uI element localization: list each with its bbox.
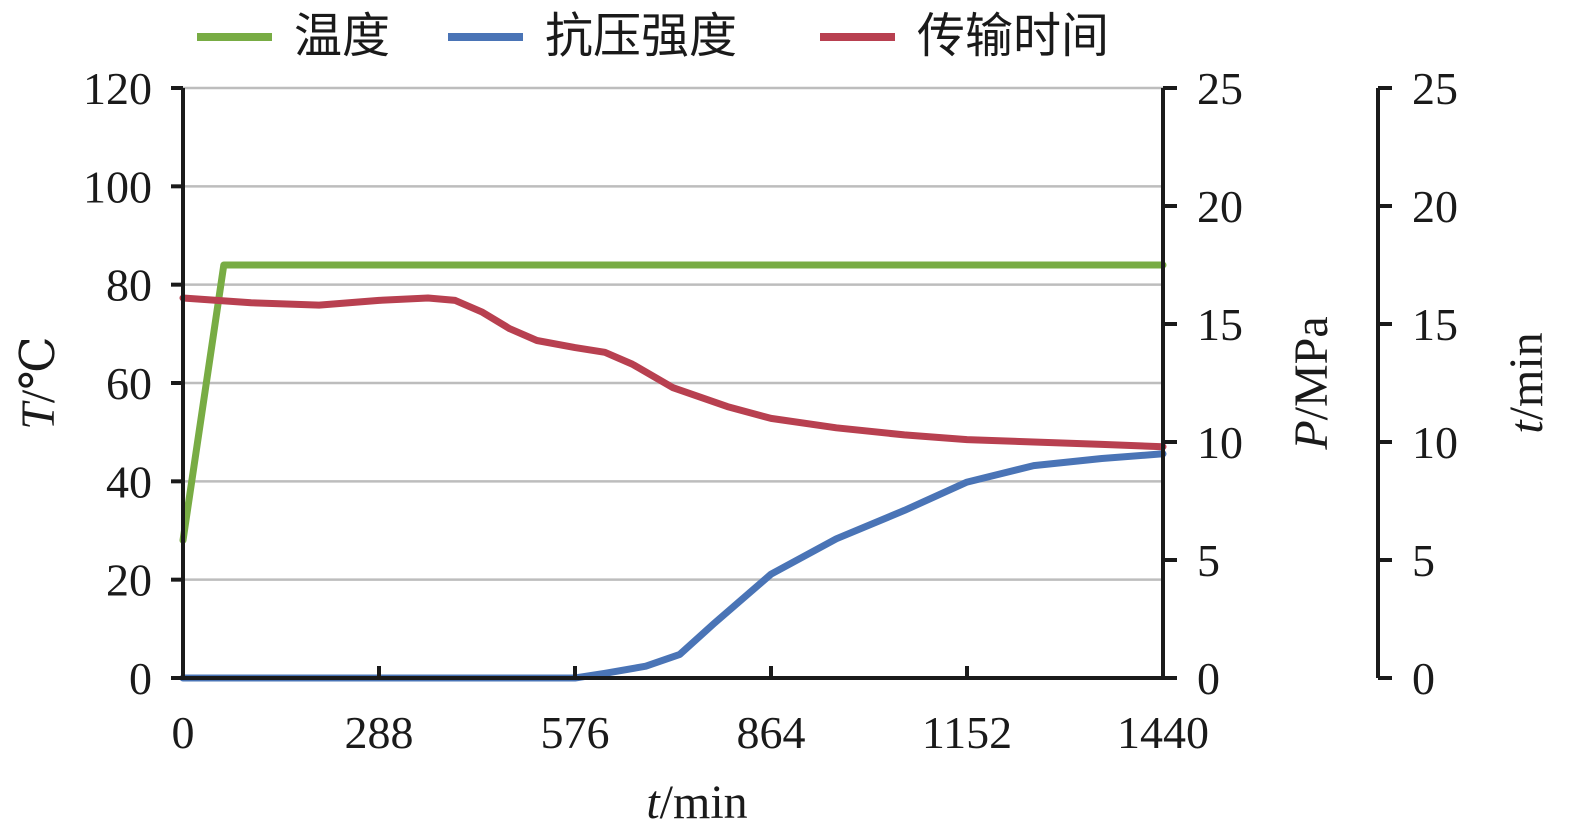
y-right-tick-label: 5 [1197,535,1220,586]
x-tick-label: 0 [172,707,195,758]
x-tick-label: 576 [541,707,610,758]
y-left-tick-label: 100 [83,161,152,212]
y-left-axis-title: T/℃ [12,336,65,430]
series-line-2 [179,450,1167,682]
y-left-tick-label: 20 [106,555,152,606]
y-right2-tick-label: 15 [1412,299,1458,350]
y-right2-tick-label: 10 [1412,417,1458,468]
y-left-tick-label: 40 [106,456,152,507]
x-tick-label: 288 [345,707,414,758]
y-right-tick-label: 20 [1197,181,1243,232]
x-tick-label: 1440 [1117,707,1209,758]
y-right-tick-label: 10 [1197,417,1243,468]
y-right-axis-title: P/MPa [1285,316,1338,450]
y-left-tick-label: 0 [129,653,152,704]
y-right-tick-label: 25 [1197,63,1243,114]
legend-label-temperature: 温度 [294,8,390,64]
gridlines [183,86,1163,581]
legend-label-strength: 抗压强度 [545,8,737,64]
y-right2-tick-label: 25 [1412,63,1458,114]
y-right2-axis-title: t/min [1500,332,1553,433]
y-right2-tick-label: 0 [1412,653,1435,704]
y-right2-tick-label: 5 [1412,535,1435,586]
y-left-tick-label: 60 [106,358,152,409]
legend: 温度 抗压强度 传输时间 [197,8,1109,64]
series-line-1 [179,261,1167,544]
series-lines [179,261,1167,682]
y-right-tick-label: 15 [1197,299,1243,350]
y-right2-tick-label: 20 [1412,181,1458,232]
legend-label-transfer-time: 传输时间 [917,8,1109,64]
x-tick-label: 1152 [922,707,1012,758]
axes [171,86,1392,680]
x-tick-label: 864 [737,707,806,758]
y-right-tick-label: 0 [1197,653,1220,704]
x-axis-title: t/min [646,776,747,829]
series-line-3 [179,294,1167,451]
y-left-tick-label: 80 [106,260,152,311]
y-left-tick-label: 120 [83,63,152,114]
tick-labels: 0 288 576 864 1152 14400204060801001200510152… [83,63,1458,758]
